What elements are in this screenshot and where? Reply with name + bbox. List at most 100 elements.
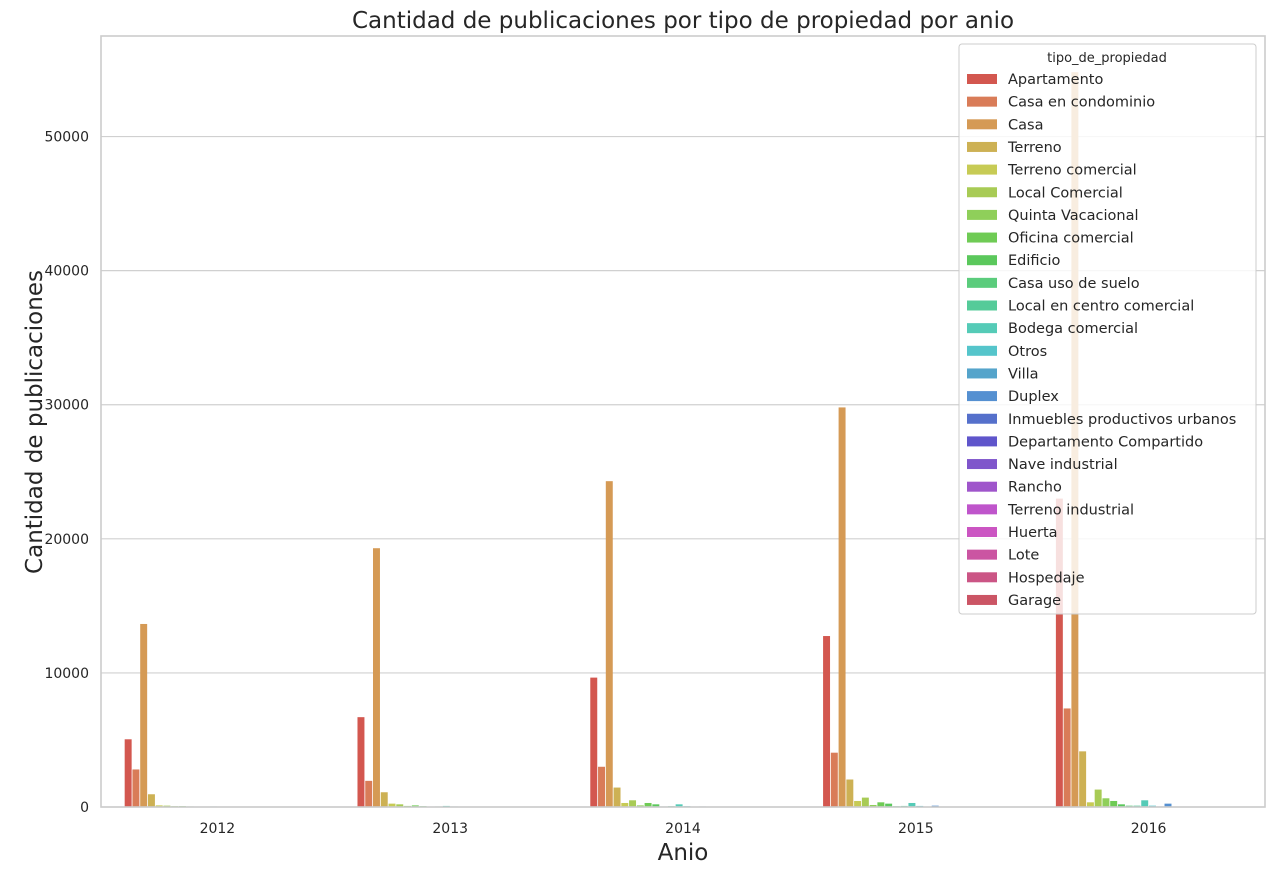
legend-swatch: [967, 459, 997, 470]
bar: [396, 804, 404, 807]
legend-box: [958, 43, 1257, 615]
legend-swatch: [967, 594, 997, 605]
legend-swatch: [967, 255, 997, 266]
legend-label: Duplex: [1008, 389, 1059, 405]
bar: [908, 802, 916, 807]
legend-label: Inmuebles productivos urbanos: [1008, 412, 1236, 428]
legend-swatch: [967, 323, 997, 334]
legend-label: Edificio: [1008, 253, 1061, 269]
legend-swatch: [967, 345, 997, 356]
legend-label: Terreno industrial: [1007, 502, 1134, 518]
y-tick-label: 0: [80, 800, 89, 816]
bar: [838, 407, 846, 807]
legend-swatch: [967, 391, 997, 402]
bar: [1102, 798, 1110, 807]
legend-label: Local Comercial: [1008, 185, 1123, 201]
legend-label: Terreno comercial: [1007, 163, 1137, 179]
bar: [388, 803, 396, 807]
plot-frame: [100, 35, 1266, 808]
bar: [373, 548, 380, 807]
bar: [147, 794, 155, 807]
x-tick-label: 2014: [665, 821, 701, 837]
legend-label: Bodega comercial: [1008, 321, 1138, 337]
legend-label: Rancho: [1008, 480, 1062, 496]
legend-swatch: [967, 232, 997, 243]
bar: [598, 766, 605, 807]
legend-swatch: [967, 504, 997, 515]
legend-swatch: [967, 209, 997, 220]
bar: [877, 802, 885, 807]
legend-label: Oficina comercial: [1008, 231, 1134, 247]
legend-label: Huerta: [1008, 525, 1058, 541]
legend-label: Departamento Compartido: [1008, 434, 1203, 450]
legend-swatch: [967, 300, 997, 311]
legend-swatch: [967, 572, 997, 583]
y-tick-label: 50000: [44, 130, 89, 146]
bar: [885, 803, 893, 807]
bar: [605, 481, 613, 807]
legend-label: Casa en condominio: [1008, 95, 1155, 111]
legend-title: tipo_de_propiedad: [1047, 51, 1167, 66]
y-tick-label: 20000: [44, 532, 89, 548]
legend-swatch: [967, 187, 997, 198]
legend-label: Hospedaje: [1008, 570, 1085, 586]
bar: [869, 804, 877, 807]
legend-swatch: [967, 368, 997, 379]
x-tick-label: 2012: [200, 821, 236, 837]
bar: [1117, 804, 1125, 807]
legend-label: Otros: [1008, 344, 1047, 360]
y-tick-label: 40000: [44, 264, 89, 280]
y-tick-label: 10000: [44, 666, 89, 682]
bar: [846, 779, 854, 807]
legend-swatch: [967, 164, 997, 175]
legend-swatch: [967, 119, 997, 130]
bar: [1110, 800, 1118, 807]
bar: [629, 800, 637, 807]
legend-label: Casa uso de suelo: [1008, 276, 1140, 292]
legend-swatch: [967, 413, 997, 424]
y-axis-title: Cantidad de publicaciones: [22, 270, 48, 574]
x-axis-title: Anio: [658, 840, 709, 866]
legend-items: Apartamento Casa en condominio Casa Terreno…: [967, 72, 1236, 609]
legend: tipo_de_propiedad Apartamento Casa en con…: [958, 43, 1257, 615]
bar: [140, 623, 148, 807]
bar: [1063, 708, 1071, 807]
legend-label: Lote: [1008, 548, 1039, 564]
bar: [132, 769, 140, 807]
bar: [1141, 800, 1149, 807]
y-tick-label: 30000: [44, 398, 89, 414]
bar: [652, 804, 660, 807]
bar: [357, 717, 365, 807]
legend-swatch: [967, 74, 997, 84]
bar: [365, 780, 373, 807]
legend-label: Local en centro comercial: [1008, 299, 1194, 315]
bar: [1086, 802, 1094, 807]
legend-label: Nave industrial: [1008, 457, 1118, 473]
legend-label: Garage: [1008, 593, 1061, 609]
bar: [823, 636, 831, 807]
legend-label: Apartamento: [1008, 72, 1103, 88]
bar: [124, 739, 132, 807]
bar: [675, 804, 683, 807]
bar: [861, 797, 869, 807]
legend-swatch: [967, 549, 997, 560]
x-tick-label: 2015: [898, 821, 934, 837]
legend-swatch: [967, 481, 997, 492]
x-axis-ticks: 2012 2013 2014 2015 2016: [200, 821, 1167, 837]
legend-swatch: [967, 436, 997, 447]
legend-swatch: [967, 96, 997, 107]
legend-swatch: [967, 277, 997, 288]
bar: [380, 792, 388, 807]
bar: [1164, 803, 1172, 807]
legend-swatch: [967, 527, 997, 537]
bar: [613, 787, 621, 807]
bar: [1079, 751, 1087, 807]
y-axis-ticks: 0 10000 20000 30000 40000 50000: [44, 130, 89, 816]
legend-label: Villa: [1008, 366, 1039, 382]
legend-label: Casa: [1008, 117, 1043, 133]
bar: [644, 802, 652, 807]
legend-label: Quinta Vacacional: [1008, 208, 1139, 224]
bar: [621, 802, 629, 807]
